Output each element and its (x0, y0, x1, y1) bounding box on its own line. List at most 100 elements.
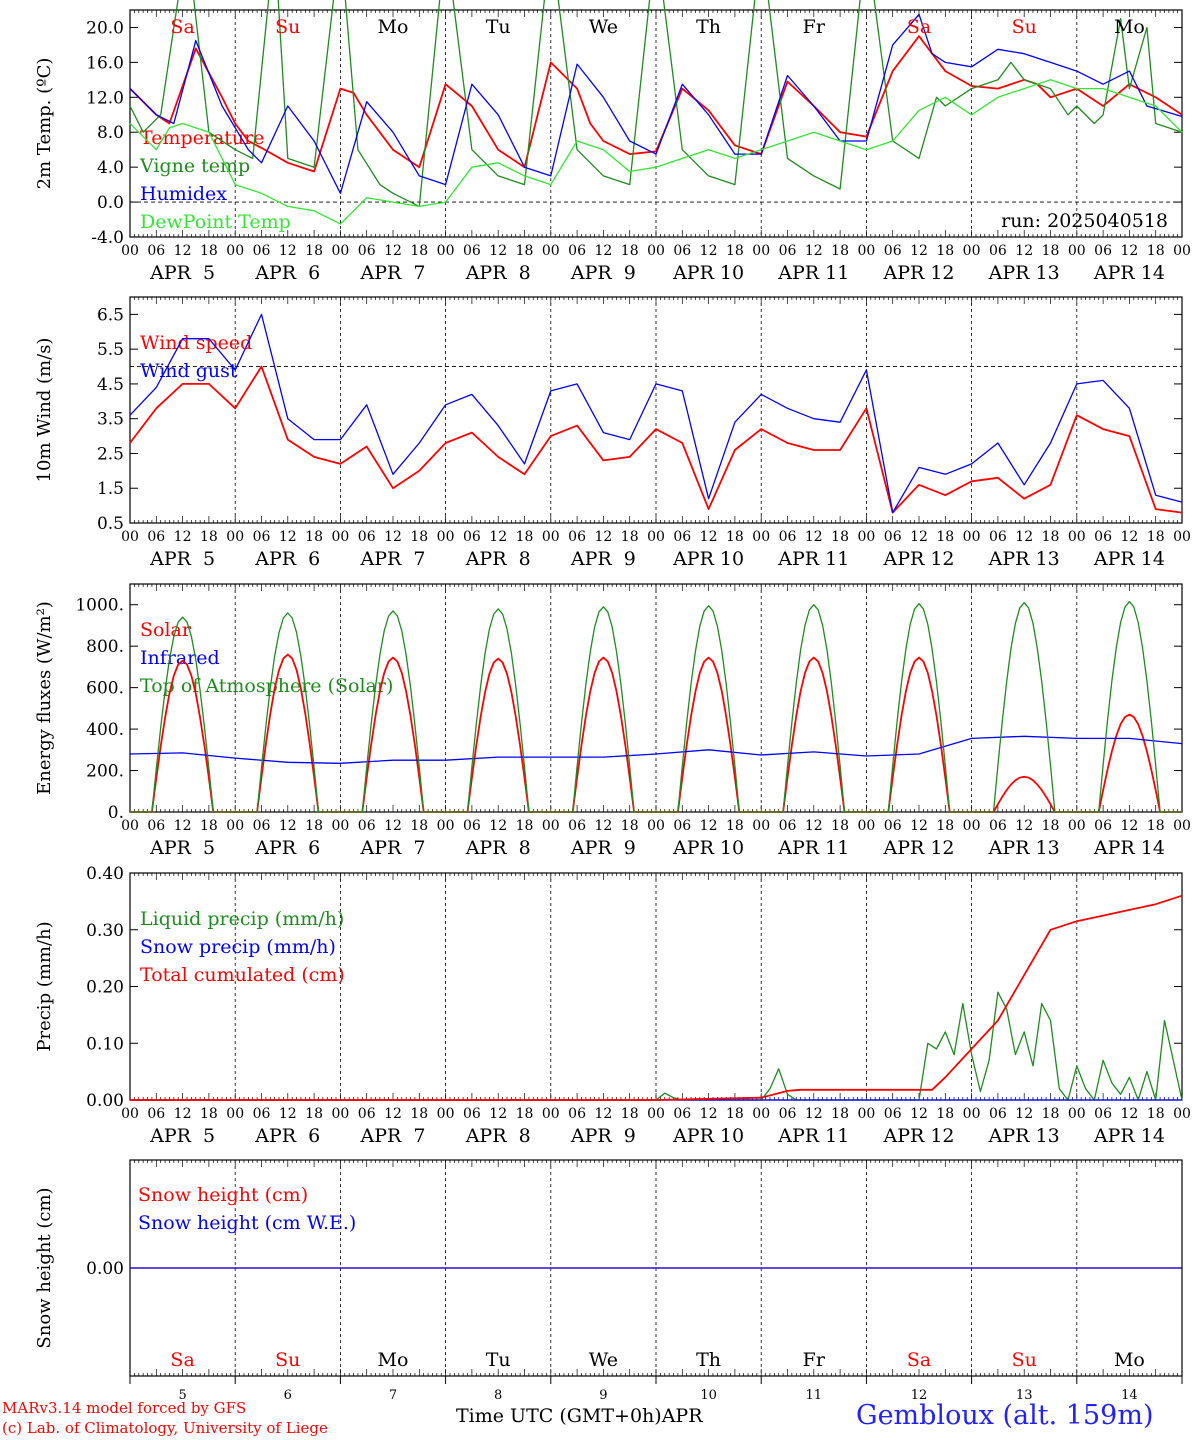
weekday-label: Th (696, 1349, 721, 1371)
hour-label: 12 (910, 243, 928, 259)
series-line (129, 79, 1183, 225)
day-number: 13 (1016, 1388, 1033, 1403)
hour-label: 18 (305, 529, 323, 545)
hour-label: 06 (253, 818, 271, 834)
hour-label: 06 (358, 1106, 376, 1122)
hour-label: 12 (1120, 1106, 1138, 1122)
series-line (129, 735, 1183, 764)
hour-label: 00 (121, 818, 139, 834)
date-label: APR 7 (360, 1125, 426, 1147)
weekday-label: Sa (907, 1349, 931, 1371)
y-tick-label: 0.00 (86, 1259, 124, 1279)
hour-label: 00 (857, 243, 875, 259)
legend-entry: Wind speed (140, 332, 252, 354)
weekday-label: Fr (803, 1349, 826, 1371)
hour-label: 06 (147, 243, 165, 259)
hour-label: 00 (226, 1106, 244, 1122)
y-tick-label: 600. (86, 679, 124, 699)
y-tick-label: 16.0 (86, 53, 124, 73)
hour-label: 18 (621, 529, 639, 545)
hour-label: 12 (805, 243, 823, 259)
y-tick-label: -4.0 (91, 228, 124, 248)
y-tick-label: 4.0 (97, 158, 124, 178)
hour-label: 00 (647, 818, 665, 834)
hour-label: 00 (226, 818, 244, 834)
run-label: run: 2025040518 (1001, 210, 1168, 232)
hour-label: 06 (253, 529, 271, 545)
hour-label: 18 (1147, 818, 1165, 834)
weekday-label: Su (275, 1349, 300, 1371)
hour-label: 00 (1173, 529, 1191, 545)
date-label: APR 7 (360, 837, 426, 859)
y-tick-label: 0.00 (86, 1091, 124, 1111)
hour-label: 12 (489, 818, 507, 834)
y-axis-title: 10m Wind (m/s) (34, 338, 55, 483)
y-tick-label: 0.0 (97, 193, 124, 213)
hour-label: 12 (384, 243, 402, 259)
hour-label: 00 (226, 529, 244, 545)
y-tick-label: 3.5 (97, 410, 124, 430)
series-line (130, 894, 1183, 1101)
hour-label: 06 (358, 243, 376, 259)
hour-label: 18 (936, 818, 954, 834)
y-tick-label: 0.40 (86, 864, 124, 884)
hour-label: 06 (253, 1106, 271, 1122)
date-label: APR 6 (254, 837, 320, 859)
legend-entry: Liquid precip (mm/h) (140, 908, 344, 930)
hour-label: 06 (1094, 818, 1112, 834)
hour-label: 00 (226, 243, 244, 259)
hour-label: 00 (542, 818, 560, 834)
hour-label: 18 (726, 818, 744, 834)
legend-entry: Temperature (140, 127, 264, 149)
weekday-label: Th (696, 16, 721, 38)
date-label: APR 7 (360, 548, 426, 570)
y-axis-title: Precip (mm/h) (34, 921, 55, 1051)
hour-label: 06 (989, 1106, 1007, 1122)
series-line (130, 991, 1183, 1101)
y-tick-label: 1.5 (97, 479, 124, 499)
day-number: 14 (1121, 1388, 1138, 1403)
hour-label: 12 (1015, 1106, 1033, 1122)
date-label: APR 10 (672, 548, 744, 570)
hour-label: 06 (989, 243, 1007, 259)
date-label: APR 5 (149, 262, 215, 284)
date-label: APR 11 (777, 1125, 849, 1147)
y-tick-label: 800. (86, 637, 124, 657)
hour-label: 06 (673, 1106, 691, 1122)
hour-label: 00 (437, 529, 455, 545)
hour-label: 12 (384, 529, 402, 545)
hour-label: 00 (752, 243, 770, 259)
hour-label: 00 (1068, 1106, 1086, 1122)
hour-label: 12 (489, 529, 507, 545)
hour-label: 06 (884, 243, 902, 259)
weekday-label: Tu (486, 1349, 511, 1371)
hour-label: 12 (279, 818, 297, 834)
date-label: APR 12 (882, 262, 954, 284)
hour-label: 06 (358, 529, 376, 545)
date-label: APR 9 (570, 262, 636, 284)
weekday-label: Su (1012, 1349, 1037, 1371)
weekday-label: Sa (170, 1349, 194, 1371)
hour-label: 06 (1094, 243, 1112, 259)
time-axis-label: Time UTC (GMT+0h)APR (456, 1405, 703, 1427)
hour-label: 06 (568, 529, 586, 545)
hour-label: 18 (305, 1106, 323, 1122)
hour-label: 00 (331, 529, 349, 545)
series-line (129, 0, 1183, 208)
date-label: APR 8 (465, 548, 531, 570)
y-axis-title: 2m Temp. (ºC) (34, 58, 55, 190)
y-tick-label: 0.5 (97, 514, 124, 534)
hour-label: 00 (1068, 818, 1086, 834)
station-name: Gembloux (alt. 159m) (856, 1400, 1154, 1431)
weekday-label: Tu (486, 16, 511, 38)
date-label: APR 13 (988, 548, 1060, 570)
hour-label: 12 (805, 1106, 823, 1122)
date-label: APR 10 (672, 837, 744, 859)
hour-label: 12 (700, 243, 718, 259)
hour-label: 00 (752, 1106, 770, 1122)
date-label: APR 13 (988, 837, 1060, 859)
hour-label: 00 (963, 243, 981, 259)
hour-label: 12 (279, 243, 297, 259)
hour-label: 18 (410, 243, 428, 259)
